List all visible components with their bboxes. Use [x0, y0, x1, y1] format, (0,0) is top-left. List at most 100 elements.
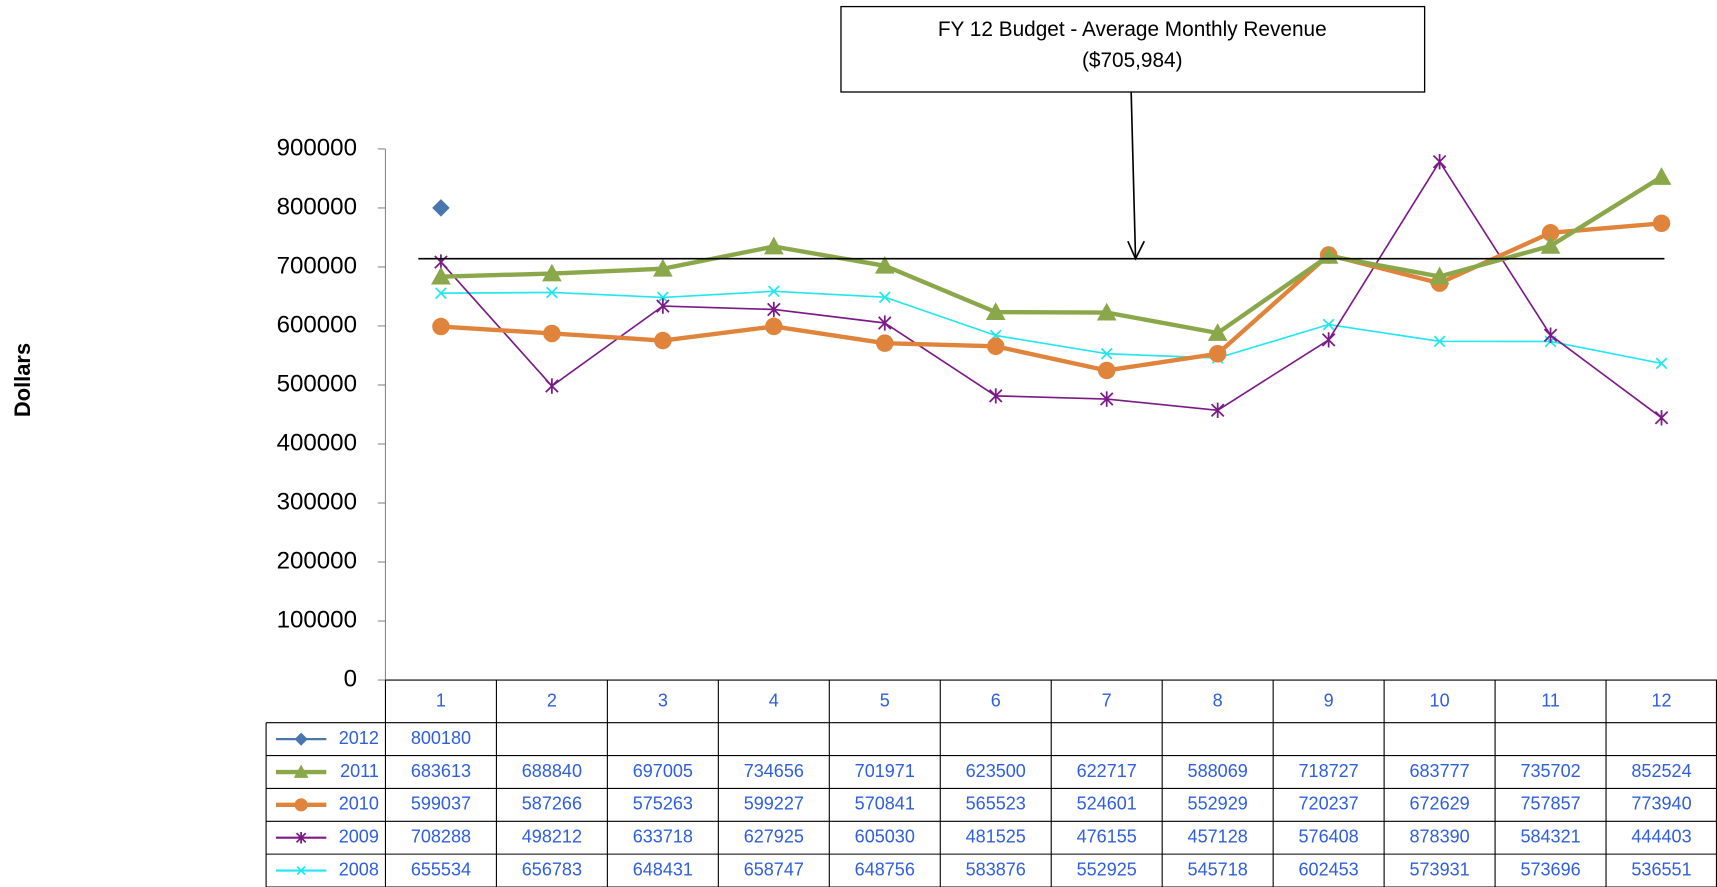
- table-cell: 457128: [1188, 826, 1248, 846]
- point: [988, 388, 1003, 404]
- table-cell: 570841: [855, 794, 915, 814]
- y-tick-label: 900000: [277, 134, 357, 161]
- series-line: [440, 175, 1663, 336]
- point: [1540, 236, 1561, 254]
- y-tick-label: 100000: [277, 606, 357, 633]
- table-cell: 648756: [855, 859, 915, 879]
- point: [874, 255, 895, 274]
- point: [294, 732, 308, 746]
- table-cell: 672629: [1409, 794, 1469, 814]
- y-tick-label: 500000: [277, 370, 357, 397]
- annotation-title: FY 12 Budget - Average Monthly Revenue: [938, 18, 1327, 41]
- y-tick-label: 300000: [277, 488, 357, 515]
- point: [1654, 410, 1669, 426]
- x-tick-label: 6: [991, 691, 1001, 711]
- table-cell: 800180: [411, 728, 471, 748]
- table-cell: 648431: [633, 859, 693, 879]
- annotation-amount: ($705,984): [1082, 49, 1183, 72]
- point: [878, 291, 891, 304]
- point: [1097, 361, 1116, 380]
- point: [435, 287, 447, 300]
- table-cell: 545718: [1188, 859, 1248, 879]
- table-cell: 718727: [1299, 761, 1359, 781]
- table-cell: 481525: [966, 826, 1026, 846]
- table-cell: 683777: [1409, 761, 1469, 781]
- series-line: [440, 290, 1662, 365]
- point: [1652, 214, 1671, 233]
- point: [1655, 357, 1668, 370]
- point: [767, 301, 781, 318]
- legend-label: 2012: [339, 728, 379, 748]
- table-cell: 444403: [1631, 826, 1691, 846]
- point: [1651, 167, 1672, 185]
- y-tick-label: 400000: [277, 429, 357, 456]
- point: [1208, 344, 1227, 363]
- table-cell: 565523: [966, 794, 1026, 814]
- point: [1099, 391, 1114, 407]
- point: [763, 236, 784, 255]
- table-cell: 623500: [966, 761, 1026, 781]
- table-cell: 583876: [966, 859, 1026, 879]
- table-cell: 688840: [522, 761, 582, 781]
- point: [295, 831, 307, 844]
- point: [293, 764, 309, 778]
- x-tick-label: 5: [880, 691, 890, 711]
- table-cell: 588069: [1188, 761, 1248, 781]
- table-cell: 655534: [411, 859, 471, 879]
- point: [656, 291, 669, 304]
- point: [432, 317, 450, 336]
- point: [542, 263, 562, 282]
- point: [543, 324, 561, 343]
- table-cell: 599227: [744, 794, 804, 814]
- y-tick-label: 200000: [277, 547, 357, 574]
- table-cell: 658747: [744, 859, 804, 879]
- legend-label: 2010: [339, 794, 379, 814]
- point: [876, 334, 894, 352]
- x-tick-label: 9: [1324, 691, 1334, 711]
- table-cell: 587266: [522, 794, 582, 814]
- x-tick-label: 12: [1651, 691, 1671, 711]
- table-cell: 720237: [1299, 794, 1359, 814]
- table-cell: 683613: [411, 761, 471, 781]
- point: [1210, 402, 1225, 418]
- x-tick-label: 7: [1102, 691, 1112, 711]
- y-tick-label: 800000: [277, 193, 357, 220]
- point: [545, 378, 559, 394]
- table-cell: 573696: [1520, 859, 1580, 879]
- table-cell: 536551: [1631, 859, 1691, 879]
- legend-label: 2008: [339, 859, 379, 879]
- table-cell: 573931: [1409, 859, 1469, 879]
- point: [986, 337, 1005, 356]
- point: [1541, 224, 1560, 242]
- table-cell: 656783: [522, 859, 582, 879]
- y-tick-label: 0: [344, 665, 357, 692]
- point: [654, 331, 672, 350]
- x-tick-label: 11: [1541, 691, 1560, 711]
- table-cell: 697005: [633, 761, 693, 781]
- table-cell: 878390: [1409, 826, 1469, 846]
- series-line: [440, 160, 1663, 419]
- series-line: [440, 221, 1662, 373]
- x-tick-label: 8: [1213, 691, 1223, 711]
- point: [985, 302, 1006, 320]
- table-cell: 602453: [1299, 859, 1359, 879]
- table-cell: 701971: [855, 761, 915, 781]
- point: [1096, 302, 1117, 321]
- table-cell: 552929: [1188, 794, 1248, 814]
- x-tick-label: 10: [1430, 691, 1450, 711]
- y-axis-label: Dollars: [10, 343, 35, 417]
- table-cell: 575263: [633, 794, 693, 814]
- table-cell: 524601: [1077, 794, 1137, 814]
- table-cell: 852524: [1631, 761, 1691, 781]
- table-cell: 498212: [522, 826, 582, 846]
- table-cell: 576408: [1299, 826, 1359, 846]
- point: [1432, 154, 1447, 170]
- y-tick-label: 700000: [277, 252, 357, 279]
- table-cell: 622717: [1077, 761, 1137, 781]
- point: [653, 258, 673, 277]
- point: [432, 199, 450, 217]
- table-cell: 734656: [744, 761, 804, 781]
- table-cell: 735702: [1520, 761, 1580, 781]
- point: [878, 315, 892, 331]
